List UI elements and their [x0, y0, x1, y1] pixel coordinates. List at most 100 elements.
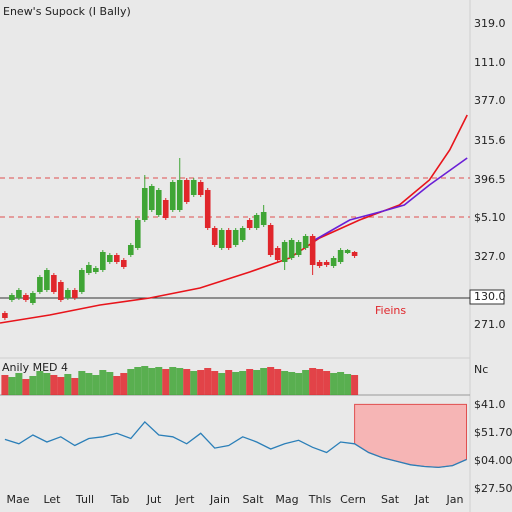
candle-body [148, 186, 155, 210]
volume-bar [43, 373, 51, 395]
y-tick-label: 327.0 [474, 250, 506, 263]
candle-body [93, 268, 99, 272]
candle-body [204, 190, 211, 228]
price-line [314, 157, 468, 241]
volume-bar [330, 373, 338, 395]
volume-bar [134, 367, 142, 395]
candle-body [253, 215, 260, 228]
volume-bar [64, 374, 72, 395]
volume-bar [92, 375, 100, 395]
candle-body [120, 260, 127, 267]
candle-body [37, 277, 43, 292]
volume-bar [211, 371, 219, 395]
lower-axis-label: $27.50 [474, 482, 512, 495]
volume-bar [8, 377, 16, 395]
candle-body [176, 180, 183, 210]
candle-body [260, 212, 267, 225]
label-box [469, 289, 505, 305]
candle-body [267, 225, 274, 255]
volume-bar [162, 369, 170, 395]
candle-body [274, 248, 281, 260]
volume-bar [197, 370, 205, 395]
volume-bar [57, 377, 65, 395]
x-tick-label: Cern [340, 493, 366, 506]
y-tick-label: $5.10 [474, 211, 506, 224]
volume-bar [85, 373, 93, 395]
candle-body [190, 180, 197, 195]
volume-bar [176, 368, 184, 395]
candle-body [288, 240, 295, 258]
y-tick-label: 111.0 [474, 56, 506, 69]
volume-bar [218, 373, 226, 395]
lower-axis-label: Nc [474, 363, 488, 376]
y-tick-label: 319.0 [474, 17, 506, 30]
volume-bar [274, 369, 282, 395]
candle-body [197, 182, 204, 195]
x-tick-label: Jain [209, 493, 230, 506]
candle-body [232, 230, 239, 245]
volume-bar [302, 370, 310, 395]
volume-bar [232, 372, 240, 395]
x-tick-label: Let [43, 493, 61, 506]
candle-body [211, 228, 218, 245]
volume-bar [15, 373, 23, 395]
candle-body [225, 230, 232, 248]
volume-label: Anily MED 4 [2, 361, 68, 374]
volume-bar [50, 375, 58, 395]
candle-body [65, 290, 71, 298]
volume-bar [120, 373, 128, 395]
volume-bar [288, 372, 296, 395]
volume-bar [204, 368, 212, 395]
lower-axis-label: $04.00 [474, 454, 512, 467]
candle-body [323, 262, 330, 265]
volume-bar [281, 371, 289, 395]
volume-bar [155, 367, 163, 395]
candle-body [155, 190, 162, 215]
volume-bar [309, 368, 317, 395]
candle-body [239, 228, 246, 240]
candle-body [16, 290, 22, 298]
y-tick-label: 377.0 [474, 94, 506, 107]
annotation: Fieins [375, 304, 406, 317]
y-tick-label: 315.6 [474, 134, 506, 147]
volume-bar [190, 371, 198, 395]
candle-body [351, 252, 358, 256]
candle-body [281, 242, 288, 262]
y-tick-label: 271.0 [474, 318, 506, 331]
volume-bar [78, 371, 86, 395]
volume-bar [225, 370, 233, 395]
candle-body [23, 295, 29, 300]
volume-bar [169, 367, 177, 395]
y-tick-label: 130.0 [474, 290, 506, 303]
volume-bar [267, 367, 275, 395]
candle-body [302, 236, 309, 248]
candle-body [127, 245, 134, 255]
x-tick-label: Thls [308, 493, 332, 506]
candle-body [86, 265, 92, 273]
volume-bar [71, 378, 79, 395]
x-tick-label: Salt [242, 493, 264, 506]
candle-body [295, 242, 302, 255]
candle-body [134, 220, 141, 248]
candle-body [44, 270, 50, 290]
x-tick-label: Sat [381, 493, 400, 506]
candle-body [246, 220, 253, 228]
x-tick-label: Tull [75, 493, 94, 506]
volume-bar [183, 369, 191, 395]
candle-body [337, 250, 344, 262]
volume-bar [344, 374, 352, 395]
candle-body [2, 313, 8, 318]
volume-bar [1, 375, 9, 395]
oscillator-line [4, 420, 467, 469]
volume-bar [148, 368, 156, 395]
candle-body [114, 255, 120, 262]
y-tick-label: 396.5 [474, 173, 506, 186]
volume-bar [351, 375, 359, 395]
candle-body [344, 250, 351, 253]
lower-axis-label: $41.0 [474, 398, 506, 411]
volume-bar [127, 369, 135, 395]
volume-bar [36, 371, 44, 395]
volume-bar [316, 369, 324, 395]
volume-bar [22, 379, 30, 395]
